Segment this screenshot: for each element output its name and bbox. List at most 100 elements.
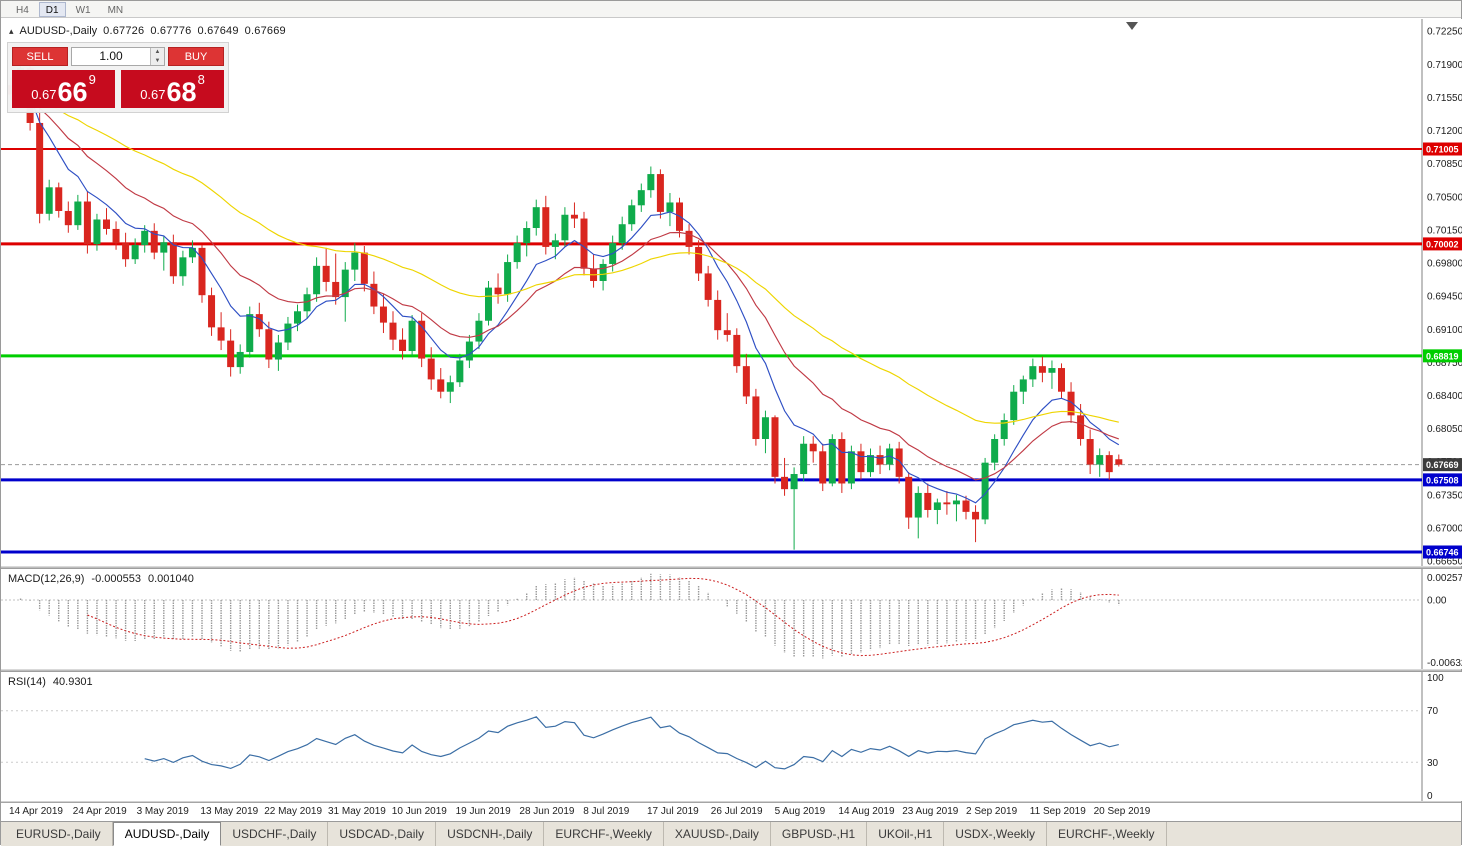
timeframe-toolbar: H4 D1 W1 MN [1,1,1461,18]
main-chart-panel[interactable]: ▴ AUDUSD-,Daily 0.67726 0.67776 0.67649 … [1,19,1462,566]
candle-body [255,314,263,330]
volume-down-icon[interactable]: ▼ [151,56,164,65]
candle-body [723,330,731,335]
chart-tab-ukoil-h1[interactable]: UKOil-,H1 [867,822,945,846]
timeframe-button-h4[interactable]: H4 [16,4,29,16]
candle-body [131,245,139,260]
candle-body [1019,379,1027,392]
candle-body [628,205,636,225]
rsi-line [144,716,1119,770]
sell-quote-button[interactable]: 0.67 66 9 [12,70,115,108]
candle-body [790,474,798,490]
rsi-svg[interactable]: 100 70 30 0 [1,672,1462,801]
price-tick-label: 0.67000 [1427,523,1462,534]
candle-body [752,396,760,440]
chart-tab-usdcad-daily[interactable]: USDCAD-,Daily [328,822,437,846]
candle-body [83,201,91,245]
candle-body [1038,366,1046,373]
candle-body [933,502,941,510]
macd-panel[interactable]: MACD(12,26,9) -0.000553 0.001040 0.00257… [1,569,1462,669]
candle-body [962,500,970,512]
candle-body [456,360,464,383]
svg-text:0.68819: 0.68819 [1426,351,1459,361]
candle-body [991,439,999,463]
sell-button[interactable]: SELL [12,47,68,66]
buy-quote-button[interactable]: 0.67 68 8 [121,70,224,108]
candle-body [1000,420,1008,440]
chart-tab-audusd-daily[interactable]: AUDUSD-,Daily [112,822,222,846]
candle-body [781,476,789,490]
date-axis-label: 3 May 2019 [136,806,189,817]
date-axis-label: 14 Aug 2019 [838,806,895,817]
price-tick-label: 0.69450 [1427,292,1462,303]
moving-average-line-8 [10,87,1120,504]
chart-tab-eurchf-weekly[interactable]: EURCHF-,Weekly [1047,822,1167,846]
main-chart-svg[interactable]: 0.72250 0.71900 0.71550 0.71200 0.70850 0.705… [1,19,1462,566]
candle-body [637,190,645,206]
macd-signal-value: 0.001040 [147,573,194,585]
timeframe-button-d1[interactable]: D1 [38,1,66,17]
panel-divider[interactable] [1,566,1461,569]
candle-body [332,281,340,298]
rsi-axis-label: 70 [1427,706,1439,717]
candle-body [532,207,540,229]
macd-axis-label: 0.00 [1427,596,1447,607]
chart-tab-usdcnh-daily[interactable]: USDCNH-,Daily [436,822,545,846]
timeframe-button-mn[interactable]: MN [107,4,124,16]
rsi-panel[interactable]: RSI(14) 40.9301 100 70 30 0 [1,672,1462,801]
macd-histogram [19,573,1120,659]
candle-body [656,174,664,212]
candle-body [742,366,750,397]
rsi-axis-label: 30 [1427,758,1439,769]
volume-input[interactable]: 1.00 ▲ ▼ [71,47,165,66]
chart-tab-eurusd-daily[interactable]: EURUSD-,Daily [5,822,113,846]
candle-body [828,439,836,484]
date-axis: 14 Apr 2019 24 Apr 2019 3 May 2019 13 May 2… [1,803,1422,821]
candle-body [169,242,177,277]
panel-divider[interactable] [1,669,1461,672]
candle-body [45,187,53,214]
date-axis-label: 8 Jul 2019 [583,806,630,817]
candle-body [160,242,168,253]
price-tick-label: 0.71200 [1427,126,1462,137]
sell-price-pips: 66 [57,77,88,108]
chart-tab-xauusd-daily[interactable]: XAUUSD-,Daily [664,822,771,846]
timeframe-button-w1[interactable]: W1 [75,4,91,16]
volume-up-icon[interactable]: ▲ [151,48,164,57]
rsi-value: 40.9301 [52,676,93,688]
candle-body [379,306,387,323]
chart-tab-gbpusd-h1[interactable]: GBPUSD-,H1 [771,822,868,846]
candle-body [370,283,378,307]
svg-text:0.67669: 0.67669 [1426,460,1459,470]
price-tag: 0.70002 [1423,237,1462,251]
moving-average-line-40 [10,92,1119,424]
candle-body [819,451,827,484]
candle-body [188,247,196,258]
buy-button[interactable]: BUY [168,47,224,66]
macd-svg[interactable]: 0.0025745 0.00 -0.0063265 [1,569,1462,669]
volume-value[interactable]: 1.00 [99,49,123,63]
chart-tab-usdchf-daily[interactable]: USDCHF-,Daily [221,822,329,846]
candle-body [905,476,913,518]
candle-body [1086,439,1094,465]
candle-body [771,417,779,477]
one-click-collapse-icon[interactable]: ▴ [9,25,14,36]
candle-body [198,247,206,296]
candle-body [418,320,426,359]
candle-body [1058,368,1065,392]
chart-shift-marker-icon[interactable] [1126,22,1138,30]
date-axis-label: 26 Jul 2019 [710,806,763,817]
macd-axis-label: 0.0025745 [1427,573,1462,584]
candle-body [246,314,254,352]
date-axis-label: 17 Jul 2019 [647,806,699,817]
candle-body [1096,455,1104,465]
date-axis-label: 28 Jun 2019 [519,806,575,817]
candle-body [1029,366,1037,380]
price-tick-label: 0.70150 [1427,225,1462,236]
candle-body [475,320,483,342]
chart-tab-usdx-weekly[interactable]: USDX-,Weekly [944,822,1048,846]
candle-body [1105,455,1113,473]
chart-tab-eurchf-weekly[interactable]: EURCHF-,Weekly [544,822,664,846]
price-tick-label: 0.69800 [1427,259,1462,270]
